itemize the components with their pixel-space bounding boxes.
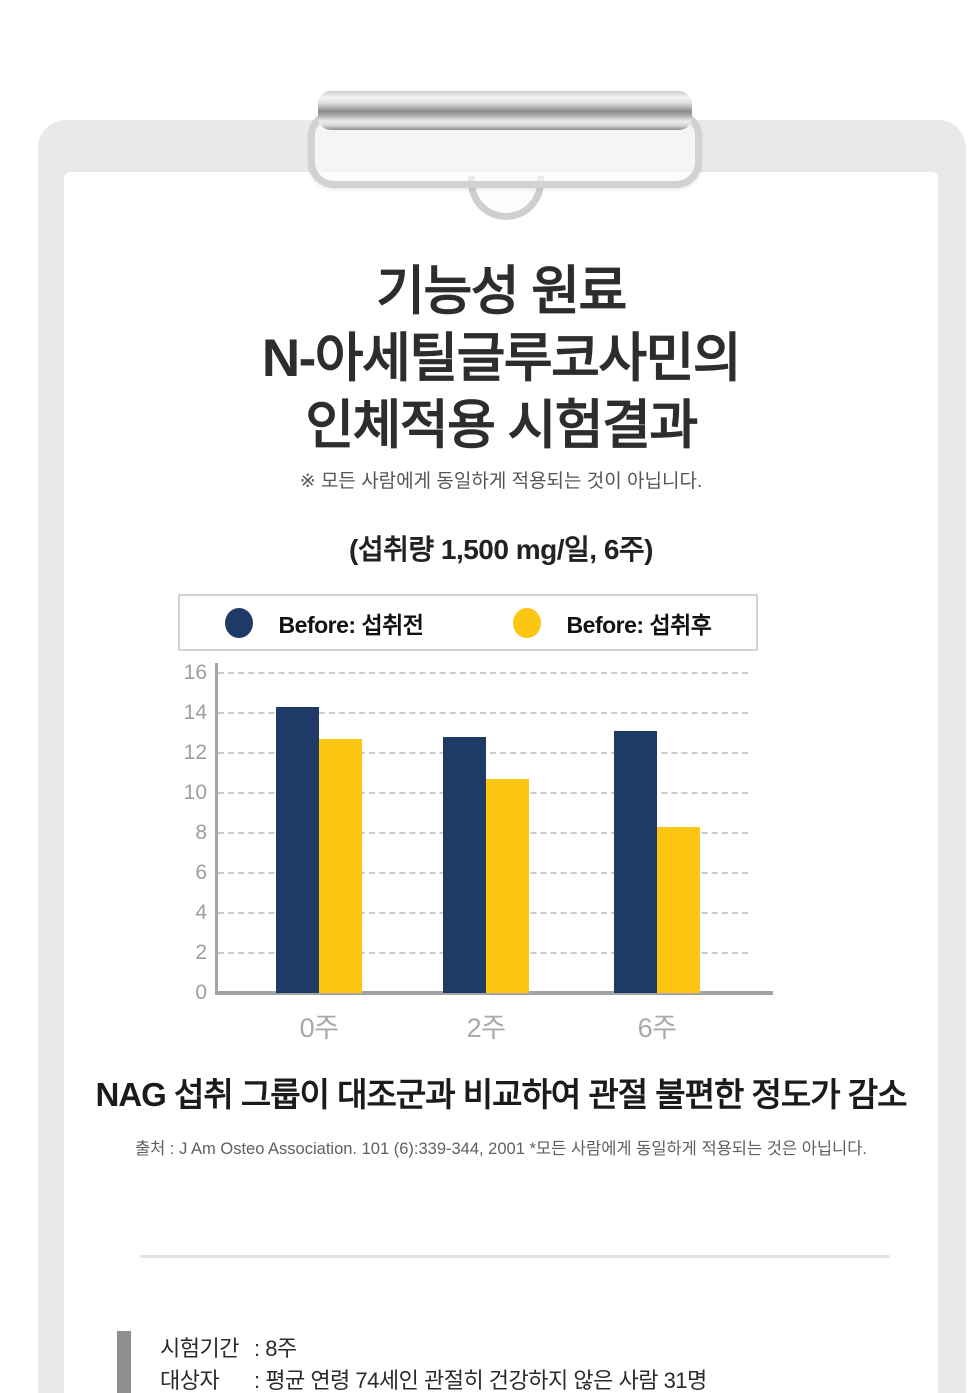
- y-tick-label-4: 4: [195, 901, 207, 924]
- study-row-subjects: 대상자 : 평균 연령 74세인 관절히 건강하지 않은 사람 31명: [160, 1365, 900, 1393]
- y-tick-label-8: 8: [195, 821, 207, 844]
- study-value-subjects: : 평균 연령 74세인 관절히 건강하지 않은 사람 31명: [254, 1367, 707, 1393]
- y-tick-label-2: 2: [195, 941, 207, 964]
- y-tick-label-14: 14: [183, 701, 207, 724]
- y-tick-label-16: 16: [183, 661, 207, 684]
- clipboard-clip-metal-bar: [318, 91, 692, 130]
- study-row-duration: 시험기간 : 8주: [160, 1333, 900, 1365]
- bar-chart: 0 2 4 6 8 10 12 14 16 0주 2주 6주: [184, 662, 773, 1043]
- bar-group-6주: [614, 731, 700, 993]
- bar-6주-before: [614, 731, 657, 993]
- legend-dot-navy: [224, 607, 253, 638]
- study-value-duration: : 8주: [254, 1336, 297, 1361]
- result-headline: NAG 섭취 그룹이 대조군과 비교하여 관절 불편한 정도가 감소: [95, 1076, 908, 1113]
- y-tick-label-0: 0: [195, 981, 207, 1004]
- study-label-duration: 시험기간: [160, 1336, 239, 1361]
- bar-group-0주: [276, 707, 362, 993]
- bar-6주-after: [657, 827, 700, 993]
- title-line-2: N-아세틸글루코사민의: [261, 329, 742, 388]
- title-line-3: 인체적용 시험결과: [305, 396, 698, 455]
- y-tick-label-6: 6: [195, 861, 207, 884]
- bar-0주-after: [319, 739, 362, 993]
- y-tick-label-10: 10: [183, 781, 207, 804]
- source-citation: 출처 : J Am Osteo Association. 101 (6):339…: [134, 1140, 867, 1158]
- page-title: 기능성 원료 N-아세틸글루코사민의 인체적용 시험결과: [64, 258, 938, 459]
- legend-dot-yellow: [512, 607, 541, 638]
- y-tick-label-12: 12: [183, 741, 207, 764]
- bar-0주-before: [276, 707, 319, 993]
- chart-legend: Before: 섭취전 Before: 섭취후: [178, 594, 758, 651]
- bar-2주-after: [486, 779, 529, 993]
- x-axis-label-2주: 2주: [466, 1013, 506, 1043]
- study-info: 시험기간 : 8주 대상자 : 평균 연령 74세인 관절히 건강하지 않은 사…: [160, 1333, 900, 1393]
- legend-entry-after: Before: 섭취후: [512, 606, 712, 640]
- bar-group-2주: [443, 737, 529, 993]
- study-info-accent-bar: [117, 1331, 131, 1393]
- x-axis-label-6주: 6주: [637, 1013, 677, 1043]
- disclaimer-note: ※ 모든 사람에게 동일하게 적용되는 것이 아닙니다.: [299, 471, 703, 492]
- dose-subtitle: (섭취량 1,500 mg/일, 6주): [349, 534, 654, 565]
- bar-2주-before: [443, 737, 486, 993]
- legend-entry-before: Before: 섭취전: [224, 606, 424, 640]
- gridline-14: [218, 712, 748, 714]
- x-axis-label-0주: 0주: [299, 1013, 339, 1043]
- gridline-16: [218, 672, 748, 674]
- study-label-subjects: 대상자: [160, 1367, 220, 1393]
- legend-label-before: Before: 섭취전: [278, 611, 424, 638]
- title-line-1: 기능성 원료: [376, 262, 627, 321]
- chart-x-axis: [215, 991, 773, 995]
- section-divider: [140, 1255, 890, 1258]
- legend-label-after: Before: 섭취후: [566, 611, 712, 638]
